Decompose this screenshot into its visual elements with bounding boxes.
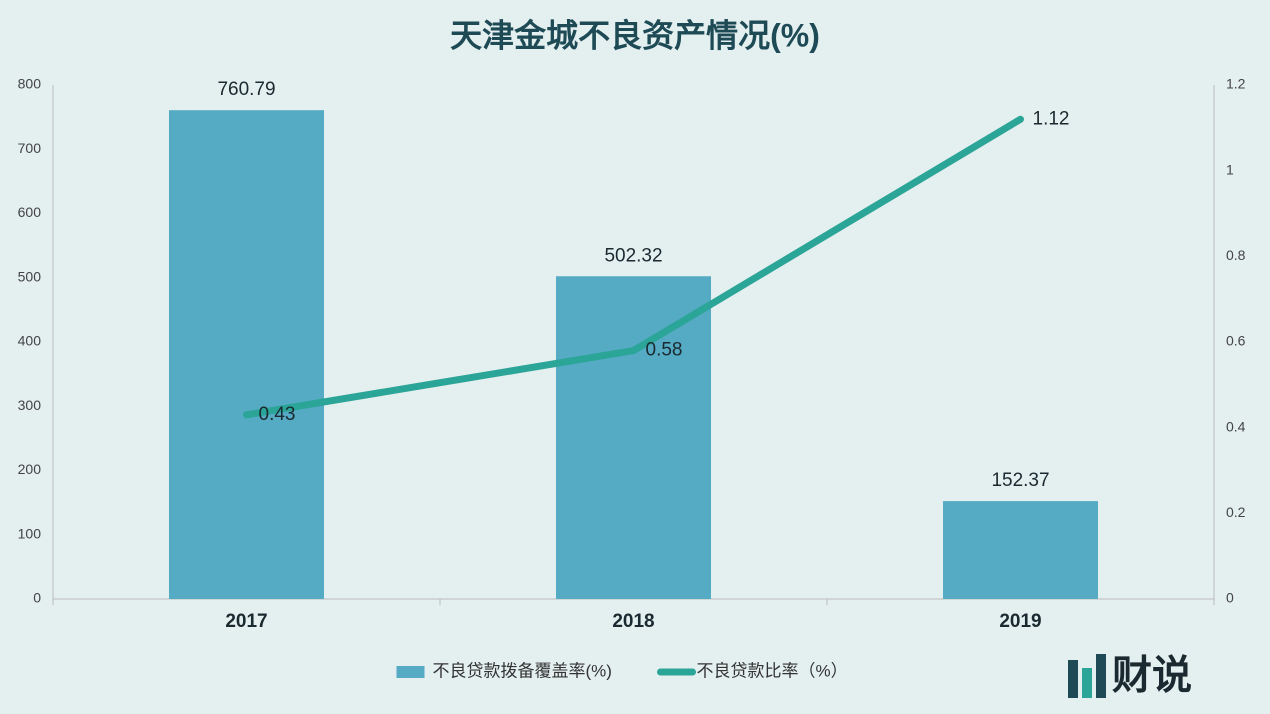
logo-icon (1082, 668, 1092, 698)
y-tick-label: 0 (33, 590, 41, 606)
legend-label: 不良贷款拨备覆盖率(%) (433, 661, 612, 680)
y2-tick-label: 0.4 (1226, 418, 1246, 434)
legend-swatch (396, 666, 425, 678)
data-label: 152.37 (991, 470, 1049, 491)
logo: 财说 (1068, 654, 1192, 698)
y-tick-label: 300 (18, 397, 42, 413)
y2-tick-label: 0.6 (1226, 333, 1246, 349)
logo-icon (1096, 654, 1106, 698)
y-tick-label: 100 (18, 525, 42, 541)
data-label: 0.43 (259, 404, 296, 425)
legend-label: 不良贷款比率（%） (697, 661, 848, 680)
x-tick-label: 2018 (612, 611, 654, 632)
bar (556, 276, 711, 599)
logo-text: 财说 (1112, 654, 1192, 698)
bar (943, 501, 1098, 599)
y2-tick-label: 0.2 (1226, 504, 1246, 520)
line (243, 115, 1024, 419)
y-tick-label: 800 (18, 76, 42, 92)
legend-item: 不良贷款拨备覆盖率(%) (396, 661, 612, 680)
y-tick-label: 700 (18, 140, 42, 156)
x-tick-label: 2019 (999, 611, 1041, 632)
chart-title: 天津金城不良资产情况(%) (450, 17, 820, 53)
y2-tick-label: 1 (1226, 161, 1234, 177)
data-label: 1.12 (1033, 108, 1070, 129)
y-tick-label: 600 (18, 204, 42, 220)
y-tick-label: 500 (18, 268, 42, 284)
y-tick-label: 200 (18, 461, 42, 477)
y2-tick-label: 0.8 (1226, 247, 1246, 263)
data-label: 0.58 (646, 340, 683, 361)
y2-tick-label: 1.2 (1226, 76, 1246, 92)
y2-tick-label: 0 (1226, 590, 1234, 606)
x-tick-label: 2017 (225, 611, 267, 632)
legend-item: 不良贷款比率（%） (657, 661, 848, 680)
bar (169, 110, 324, 599)
logo-icon (1068, 660, 1078, 698)
y-tick-label: 400 (18, 333, 42, 349)
data-label: 502.32 (604, 245, 662, 266)
data-label: 760.79 (217, 79, 275, 100)
